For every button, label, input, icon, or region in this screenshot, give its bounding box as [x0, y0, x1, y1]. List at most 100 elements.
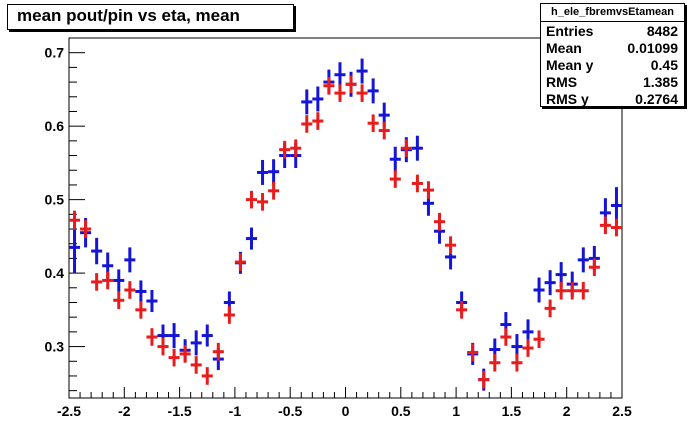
data-point	[577, 247, 589, 273]
data-point	[533, 330, 545, 349]
data-point	[378, 121, 390, 140]
data-point	[522, 339, 534, 357]
x-tick-label: 2.5	[612, 403, 632, 419]
data-point	[367, 78, 379, 104]
y-tick-label: 0.7	[45, 45, 65, 61]
stat-label: Mean	[546, 40, 582, 56]
x-tick-label: 0.5	[391, 403, 411, 419]
data-point	[610, 218, 622, 237]
data-point	[422, 181, 434, 199]
data-point	[257, 159, 269, 185]
data-point	[91, 237, 103, 265]
stat-value: 0.2764	[635, 91, 678, 107]
stat-row-rms: RMS 1.385	[541, 73, 684, 90]
data-point	[135, 280, 147, 303]
x-tick-label: -1.5	[168, 403, 192, 419]
stats-histogram-name: h_ele_fbremvsEtamean	[541, 4, 684, 22]
y-tick-label: 0.4	[45, 265, 65, 281]
data-point	[389, 170, 401, 188]
data-point	[345, 75, 357, 94]
stats-box: h_ele_fbremvsEtamean Entries 8482 Mean 0…	[540, 3, 685, 107]
data-point	[102, 271, 114, 290]
data-point	[268, 159, 280, 185]
data-point	[201, 367, 213, 385]
x-tick-label: -2	[118, 403, 131, 419]
data-point	[245, 227, 258, 250]
data-point	[445, 236, 457, 254]
x-tick-label: 0	[342, 403, 350, 419]
data-point	[268, 182, 280, 200]
stat-row-rms-y: RMS y 0.2764	[541, 90, 684, 107]
data-point	[500, 328, 512, 346]
data-point	[411, 174, 423, 193]
data-point	[433, 212, 446, 231]
data-point	[599, 216, 611, 235]
series-2-points	[69, 75, 622, 389]
chart-title: mean pout/pin vs eta, mean	[17, 6, 240, 25]
data-point	[511, 353, 523, 372]
stat-value: 1.385	[642, 74, 678, 90]
stat-label: Entries	[546, 23, 594, 39]
stat-label: RMS	[546, 74, 578, 90]
stat-value: 0.01099	[627, 40, 678, 56]
data-point	[411, 135, 423, 161]
x-tick-label: -2.5	[57, 403, 81, 419]
stat-label: Mean y	[546, 57, 594, 73]
data-point	[566, 281, 578, 300]
data-point	[544, 270, 556, 296]
data-point	[367, 114, 379, 133]
data-point	[91, 273, 103, 291]
data-point	[588, 258, 600, 277]
series-1-points	[69, 58, 622, 391]
data-point	[555, 281, 567, 300]
data-point	[234, 253, 246, 271]
data-point	[478, 370, 490, 389]
stat-value: 0.45	[650, 57, 678, 73]
data-point	[124, 281, 136, 299]
data-point	[212, 342, 224, 361]
y-tick-label: 0.6	[45, 118, 65, 134]
y-tick-label: 0.3	[45, 339, 65, 355]
data-point	[168, 323, 180, 349]
data-point	[533, 277, 545, 303]
data-point	[223, 306, 235, 324]
data-point	[544, 299, 556, 318]
stat-row-entries: Entries 8482	[541, 22, 684, 39]
data-point	[179, 345, 191, 363]
y-tick-label: 0.5	[45, 192, 65, 208]
data-point	[467, 343, 479, 362]
data-point	[389, 146, 401, 172]
data-point	[610, 187, 622, 224]
data-point	[190, 330, 202, 356]
data-point	[456, 301, 468, 319]
data-point	[400, 139, 412, 158]
x-tick-label: 1	[452, 403, 460, 419]
data-points	[69, 58, 622, 391]
data-point	[245, 190, 258, 209]
data-point	[257, 193, 269, 211]
data-point	[113, 269, 125, 292]
data-point	[312, 112, 324, 130]
data-point	[168, 348, 180, 367]
stat-label: RMS y	[546, 91, 589, 107]
data-point	[334, 84, 346, 102]
data-point	[69, 221, 81, 274]
data-point	[577, 281, 589, 300]
data-point	[157, 337, 169, 356]
x-tick-label: -1	[229, 403, 242, 419]
x-tick-label: 1.5	[502, 403, 522, 419]
data-point	[312, 86, 324, 112]
data-point	[323, 76, 335, 95]
data-point	[356, 58, 368, 84]
x-tick-label: 2	[563, 403, 571, 419]
data-point	[301, 115, 313, 133]
data-point	[356, 84, 368, 102]
stat-row-mean-y: Mean y 0.45	[541, 56, 684, 73]
data-point	[489, 353, 501, 372]
data-point	[69, 210, 81, 230]
data-point	[146, 290, 158, 313]
x-tick-label: -0.5	[278, 403, 302, 419]
data-point	[124, 247, 136, 273]
data-point	[334, 62, 346, 88]
